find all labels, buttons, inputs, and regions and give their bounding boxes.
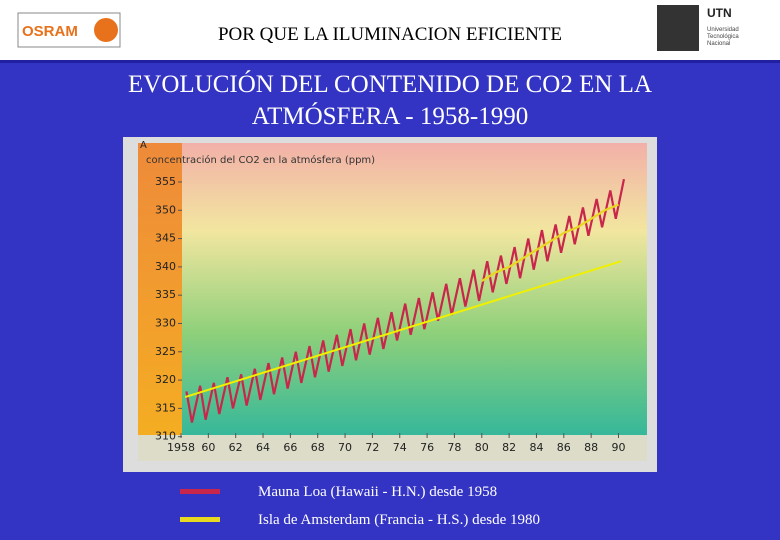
series-line xyxy=(481,203,619,282)
panel-label: A xyxy=(140,140,147,151)
y-tick-label: 340 xyxy=(155,260,176,273)
x-tick-label: 74 xyxy=(393,441,407,454)
x-tick-label: 72 xyxy=(365,441,379,454)
header-title: POR QUE LA ILUMINACION EFICIENTE xyxy=(218,24,562,45)
utn-subtext: Nacional xyxy=(707,41,730,47)
legend-label: Mauna Loa (Hawaii - H.N.) desde 1958 xyxy=(258,484,497,500)
series-line xyxy=(185,178,626,423)
y-tick-label: 330 xyxy=(155,316,176,329)
x-tick-label: 78 xyxy=(447,441,461,454)
x-tick-label: 82 xyxy=(502,441,516,454)
x-tick-label: 68 xyxy=(311,441,325,454)
x-tick-label: 66 xyxy=(283,441,297,454)
x-tick-label: 84 xyxy=(529,441,543,454)
y-axis-label: concentración del CO2 en la atmósfera (p… xyxy=(146,154,375,166)
x-tick-label: 64 xyxy=(256,441,270,454)
utn-subtext: Tecnológica xyxy=(707,34,739,40)
y-tick-label: 310 xyxy=(155,430,176,443)
x-tick-label: 70 xyxy=(338,441,352,454)
x-tick-label: 88 xyxy=(584,441,598,454)
series-line xyxy=(184,260,622,399)
chart-title: EVOLUCIÓN DEL CONTENIDO DE CO2 EN LA ATMÓ… xyxy=(128,70,652,130)
header xyxy=(0,0,780,60)
y-tick-label: 350 xyxy=(155,203,176,216)
osram-icon xyxy=(94,18,118,42)
header-rule xyxy=(0,60,780,63)
x-axis-band xyxy=(138,435,647,461)
legend-label: Isla de Amsterdam (Francia - H.S.) desde… xyxy=(258,512,540,528)
y-tick-label: 325 xyxy=(155,345,176,358)
x-tick-label: 90 xyxy=(611,441,625,454)
utn-emblem xyxy=(657,5,699,51)
axis-band xyxy=(138,143,182,461)
utn-text: UTN xyxy=(707,6,732,20)
y-tick-label: 335 xyxy=(155,288,176,301)
legend-swatch xyxy=(180,517,220,522)
x-tick-label: 86 xyxy=(557,441,571,454)
y-tick-label: 320 xyxy=(155,373,176,386)
y-tick-label: 315 xyxy=(155,401,176,414)
utn-subtext: Universidad xyxy=(707,27,739,33)
y-tick-label: 345 xyxy=(155,232,176,245)
osram-text: OSRAM xyxy=(22,23,78,40)
plot-area xyxy=(182,143,647,435)
x-tick-label: 1958 xyxy=(167,441,195,454)
x-tick-label: 80 xyxy=(475,441,489,454)
x-tick-label: 62 xyxy=(229,441,243,454)
y-tick-label: 355 xyxy=(155,175,176,188)
legend-swatch xyxy=(180,489,220,494)
x-tick-label: 60 xyxy=(201,441,215,454)
x-tick-label: 76 xyxy=(420,441,434,454)
